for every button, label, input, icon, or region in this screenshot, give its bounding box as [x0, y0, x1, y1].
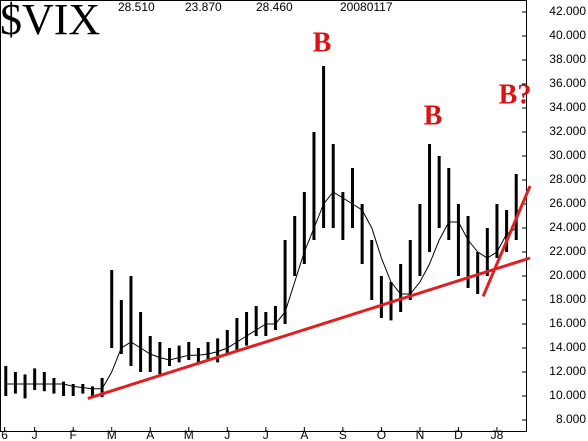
- y-tick-label: 16.000: [549, 316, 586, 330]
- y-tick-label: 24.000: [549, 220, 586, 234]
- header-value: 20080117: [340, 0, 393, 14]
- moving-average: [5, 191, 517, 390]
- trendline: [87, 256, 531, 400]
- y-tick-label: 8.000: [556, 412, 586, 426]
- x-tick-label: A: [146, 428, 154, 441]
- x-tick-label: M: [107, 428, 117, 441]
- x-tick-label: O: [377, 428, 386, 441]
- x-tick-label: 6: [1, 428, 8, 441]
- chart-title: $VIX: [0, 0, 100, 44]
- plot-frame: [0, 0, 527, 432]
- y-tick-label: 36.000: [549, 76, 586, 90]
- x-tick-label: J8: [491, 428, 504, 441]
- y-tick-label: 38.000: [549, 52, 586, 66]
- annotation: B?: [499, 79, 532, 110]
- y-tick-label: 40.000: [549, 28, 586, 42]
- annotation: B: [424, 100, 443, 131]
- trendline: [481, 185, 532, 297]
- x-tick-label: S: [339, 428, 347, 441]
- y-tick-label: 18.000: [549, 292, 586, 306]
- x-tick-label: A: [300, 428, 308, 441]
- y-tick-label: 32.000: [549, 124, 586, 138]
- header-value: 23.870: [185, 0, 222, 14]
- header-value: 28.510: [118, 0, 155, 14]
- y-tick-label: 12.000: [549, 364, 586, 378]
- y-tick-label: 14.000: [549, 340, 586, 354]
- x-tick-label: D: [454, 428, 463, 441]
- y-tick-label: 22.000: [549, 244, 586, 258]
- x-tick-label: J: [32, 428, 38, 441]
- y-tick-label: 26.000: [549, 196, 586, 210]
- y-tick-label: 10.000: [549, 388, 586, 402]
- y-tick-label: 42.000: [549, 4, 586, 18]
- header-value: 28.460: [256, 0, 293, 14]
- y-tick-label: 34.000: [549, 100, 586, 114]
- y-tick-label: 28.000: [549, 172, 586, 186]
- x-tick-label: N: [416, 428, 425, 441]
- x-tick-label: F: [70, 428, 77, 441]
- y-tick-label: 30.000: [549, 148, 586, 162]
- x-tick-label: J: [263, 428, 269, 441]
- x-tick-label: J: [224, 428, 230, 441]
- annotation: B: [313, 27, 332, 58]
- x-tick-label: M: [184, 428, 194, 441]
- y-tick-label: 20.000: [549, 268, 586, 282]
